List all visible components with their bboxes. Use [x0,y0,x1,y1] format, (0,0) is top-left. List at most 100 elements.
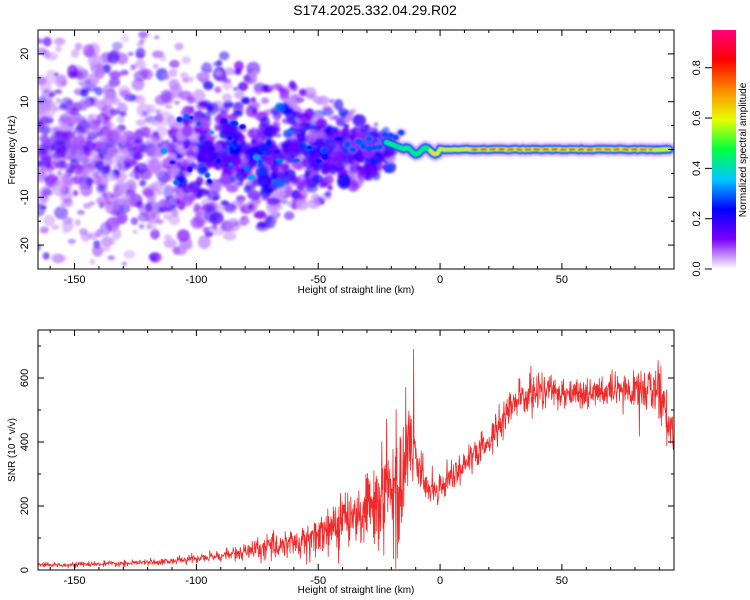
x-tick-label: 50 [556,274,568,286]
heatmap-peak [187,166,193,173]
heatmap-cell [81,100,91,107]
heatmap-cell [208,179,222,194]
x-tick-label: -50 [310,274,326,286]
heatmap-cell [61,228,69,234]
heatmap-peak [349,147,356,153]
heatmap-cell [163,234,172,240]
heatmap-cell [322,105,333,112]
heatmap-peak [321,148,328,154]
heatmap-cell [155,190,163,196]
heatmap-peak [398,130,405,136]
heatmap-cell [270,216,278,224]
heatmap-cell [121,261,127,266]
heatmap-cell [285,169,296,181]
heatmap-cell [174,42,184,51]
heatmap-cell [297,142,309,150]
heatmap-cell [318,95,330,106]
heatmap-cell [161,157,172,167]
heatmap-cell [154,35,160,39]
heatmap-cell [381,165,388,170]
heatmap-cell [152,50,164,59]
heatmap-cell [247,190,261,200]
heatmap-peak [266,140,272,146]
chart-title: S174.2025.332.04.29.R02 [293,2,457,18]
heatmap-cell [285,185,293,194]
snr-ylabel: SNR (10 * v/v) [7,418,18,482]
heatmap-cell [134,59,146,70]
heatmap-cell [207,151,218,161]
heatmap-cell [327,185,333,191]
heatmap-cell [206,191,221,202]
heatmap-cell [89,258,96,265]
heatmap-cell [70,48,80,59]
heatmap-cell [60,201,66,208]
heatmap-cell [280,146,290,155]
heatmap-cell [171,167,179,174]
heatmap-cell [108,77,121,88]
heatmap-cell [151,120,162,127]
heatmap-cell [289,109,296,113]
heatmap-cell [308,167,315,173]
heatmap-cell [279,88,290,99]
heatmap-cell [192,164,199,170]
heatmap-cell [107,255,115,261]
heatmap-cell [65,99,74,107]
heatmap-cell [143,169,153,180]
heatmap-cell [92,245,104,257]
heatmap-cell [183,143,190,150]
heatmap-cell [131,78,145,91]
heatmap-cell [234,90,245,100]
heatmap-cell [222,93,233,102]
heatmap-peak [169,160,176,165]
heatmap-cell [175,145,186,154]
heatmap-cell [331,170,337,176]
y-tick-label: 400 [19,433,31,451]
heatmap-cell [108,172,117,182]
heatmap-cell [168,213,180,226]
heatmap-cell [163,237,177,248]
heatmap-cell [111,228,122,240]
heatmap-cell [56,170,62,176]
heatmap-cell [74,219,81,226]
colorbar: 0.0 0.2 0.4 0.6 0.8 Normalized spectral ampl… [691,30,749,277]
heatmap-peak [227,136,233,141]
heatmap-cell [220,223,227,231]
heatmap-cell [193,126,203,134]
heatmap-cell [38,38,44,44]
heatmap-cell [217,153,231,168]
heatmap-cell [178,158,189,170]
heatmap-cell [213,61,223,67]
heatmap-cell [271,166,280,174]
y-tick-label: 0 [19,146,31,152]
heatmap-cell [219,106,230,113]
heatmap-cell [162,184,175,199]
heatmap-cell [38,143,49,155]
heatmap-peak [220,118,228,124]
heatmap-cell [121,34,129,43]
heatmap-cell [268,84,275,90]
colorbar-tick-label: 0.2 [691,211,703,226]
heatmap-cell [311,130,325,139]
heatmap-cell [290,178,298,187]
heatmap-cell [130,217,139,226]
heatmap-cell [252,178,261,187]
heatmap-peak [176,116,183,123]
heatmap-cell [194,205,205,217]
heatmap-cell [82,44,95,58]
heatmap-cell [206,102,219,115]
heatmap-cell [94,86,104,96]
heatmap-peak [207,178,212,183]
heatmap-cell [125,179,138,191]
x-tick-label: -150 [64,575,86,587]
heatmap-cell [197,235,211,249]
heatmap-cell [55,89,63,95]
heatmap-cell [170,152,177,160]
heatmap-cell [323,174,334,186]
heatmap-cell [196,71,210,81]
y-tick-label: -20 [19,237,31,253]
spectrogram-panel: -150 -100 -50 0 50 20 10 0 -10 -20 Height of stra… [7,29,675,296]
heatmap-cell [74,42,83,51]
heatmap-cell [237,201,245,207]
heatmap-cell [67,238,76,245]
heatmap-cell [303,87,317,99]
